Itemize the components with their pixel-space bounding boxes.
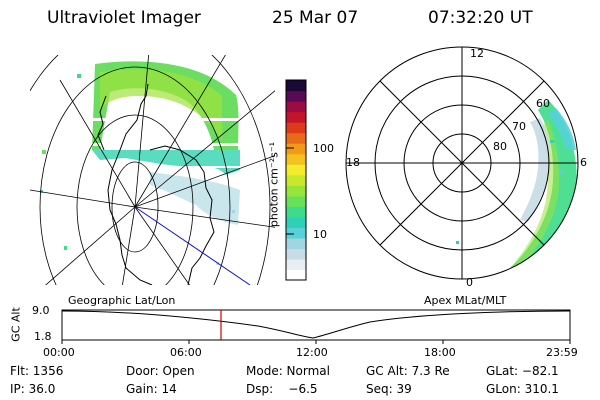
mlat-mlt-polar-plot: [345, 46, 579, 280]
coastline: [107, 83, 215, 285]
colorbar-band: [286, 227, 306, 239]
status-glon: GLon: 310.1: [486, 382, 559, 396]
timeline-xtick-0000: 00:00: [43, 346, 75, 359]
sun-direction-line: [134, 206, 251, 285]
colorbar-band: [286, 164, 306, 176]
status-seq: Seq: 39: [366, 382, 412, 396]
mlt-label-18: 18: [346, 156, 360, 169]
status-flight: Flt: 1356: [10, 364, 64, 378]
colorbar-band: [286, 90, 306, 102]
auroral-oval-geo: [40, 61, 250, 265]
timeline-ytick-1-8: 1.8: [34, 330, 52, 343]
colorbar-band: [286, 206, 306, 218]
colorbar-tick-10: 10: [313, 228, 327, 241]
colorbar-band: [286, 122, 306, 134]
status-door: Door: Open: [126, 364, 195, 378]
mlat-label-80: 80: [493, 140, 507, 153]
mlat-label-60: 60: [536, 97, 550, 110]
status-glat: GLat: −82.1: [486, 364, 559, 378]
timeline-xtick-2359: 23:59: [546, 346, 578, 359]
colorbar-band: [286, 216, 306, 228]
colorbar-band: [286, 174, 306, 186]
status-gc-alt: GC Alt: 7.3 Re: [366, 364, 450, 378]
colorbar-band: [286, 101, 306, 113]
colorbar-band: [286, 80, 306, 92]
colorbar-band: [286, 258, 306, 271]
colorbar-band: [286, 111, 306, 123]
instrument-title: Ultraviolet Imager: [47, 8, 201, 28]
right-panel-caption: Apex MLat/MLT: [424, 294, 507, 307]
status-gain: Gain: 14: [126, 382, 177, 396]
image-time: 07:32:20 UT: [428, 8, 533, 28]
gc-alt-timeline: [61, 309, 571, 344]
mlat-label-70: 70: [512, 120, 526, 133]
mlt-label-6: 6: [580, 156, 587, 169]
colorbar-tick-100: 100: [313, 142, 334, 155]
timeline-xtick-1200: 12:00: [296, 346, 328, 359]
colorbar: [285, 79, 307, 281]
colorbar-band: [286, 185, 306, 197]
status-dsp: Dsp: −6.5: [246, 382, 318, 396]
status-ip: IP: 36.0: [10, 382, 56, 396]
mlt-label-12: 12: [470, 47, 484, 60]
timeline-xtick-1800: 18:00: [424, 346, 456, 359]
timeline-y-label: GC Alt: [9, 307, 23, 342]
graticule: [30, 55, 275, 285]
colorbar-band: [286, 153, 306, 165]
left-panel-caption: Geographic Lat/Lon: [68, 294, 176, 307]
colorbar-band: [286, 132, 306, 144]
status-mode: Mode: Normal: [246, 364, 330, 378]
colorbar-band: [286, 237, 306, 250]
colorbar-units-label: photon cm⁻²s⁻¹: [267, 141, 281, 228]
colorbar-band: [286, 269, 306, 281]
image-date: 25 Mar 07: [272, 8, 359, 28]
mlt-label-0: 0: [466, 276, 473, 289]
geographic-map: [30, 55, 275, 285]
colorbar-band: [286, 143, 306, 155]
timeline-xtick-0600: 06:00: [170, 346, 202, 359]
colorbar-band: [286, 195, 306, 207]
colorbar-band: [286, 248, 306, 260]
timeline-ytick-9: 9.0: [32, 304, 50, 317]
